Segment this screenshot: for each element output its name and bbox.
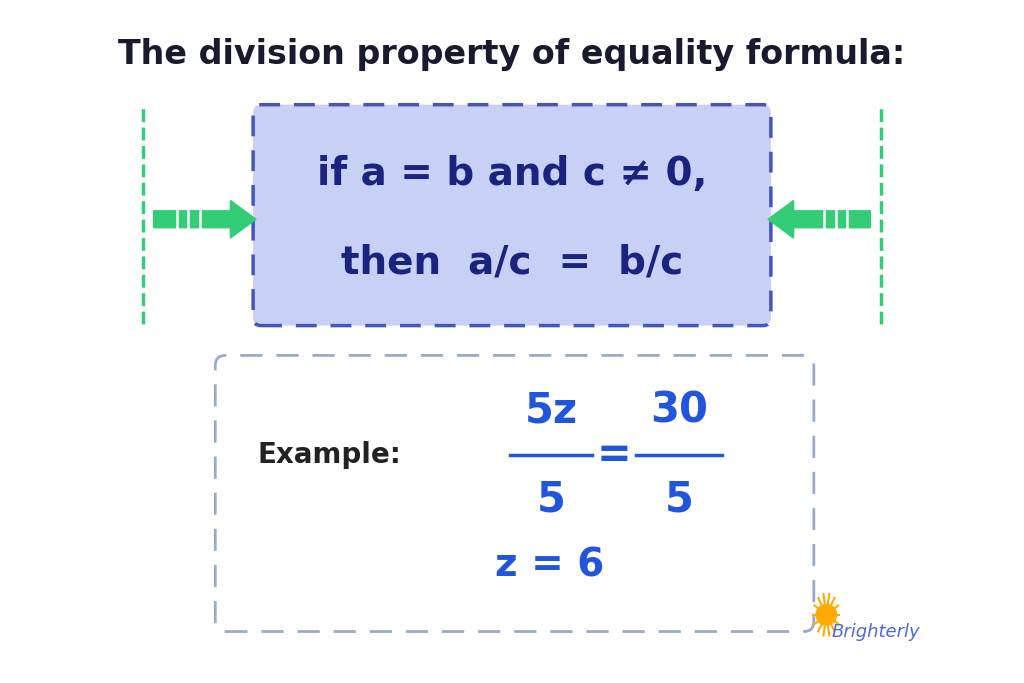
Polygon shape — [154, 201, 256, 238]
Text: if a = b and c ≠ 0,: if a = b and c ≠ 0, — [316, 155, 708, 193]
Polygon shape — [768, 201, 870, 238]
Text: z = 6: z = 6 — [495, 546, 604, 584]
Text: =: = — [597, 434, 632, 476]
Text: 5: 5 — [537, 479, 565, 520]
Circle shape — [816, 604, 837, 625]
FancyBboxPatch shape — [215, 355, 814, 632]
Text: 5: 5 — [665, 479, 693, 520]
Text: The division property of equality formula:: The division property of equality formul… — [119, 38, 905, 71]
Text: then  a/c  =  b/c: then a/c = b/c — [341, 243, 683, 281]
Text: 5z: 5z — [524, 390, 578, 432]
FancyBboxPatch shape — [253, 104, 771, 326]
Text: 30: 30 — [650, 390, 708, 432]
Text: Example:: Example: — [257, 441, 401, 469]
Text: Brighterly: Brighterly — [831, 623, 920, 641]
